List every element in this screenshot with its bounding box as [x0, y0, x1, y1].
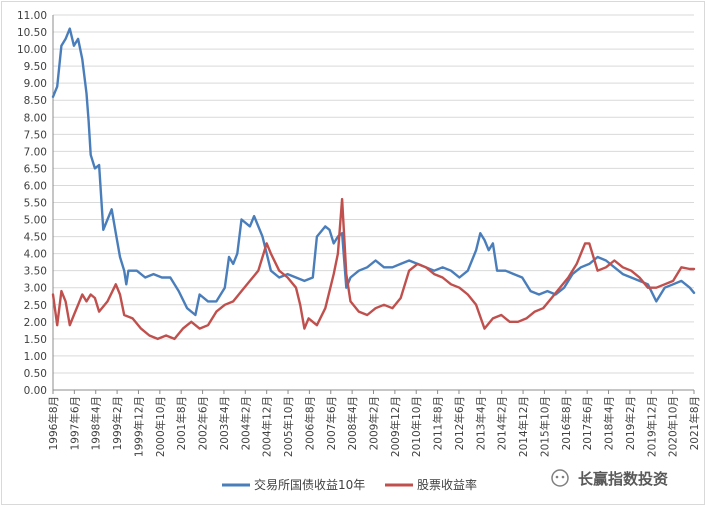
x-tick-label: 2004年12月	[261, 396, 274, 457]
x-tick-label: 1997年6月	[68, 396, 81, 450]
x-axis-ticks: 1996年8月 1997年6月 1998年4月 1999年2月 1999年12月 2000…	[47, 390, 701, 457]
x-tick-label: 2013年4月	[474, 396, 487, 450]
y-tick-label: 0.50	[24, 368, 47, 380]
legend-label: 股票收益率	[417, 477, 477, 492]
y-tick-label: 7.00	[24, 146, 47, 158]
y-tick-label: 6.00	[24, 180, 47, 192]
x-tick-label: 2004年2月	[239, 396, 252, 450]
y-tick-label: 5.50	[24, 198, 47, 210]
x-tick-label: 2014年2月	[496, 396, 509, 450]
y-tick-label: 7.50	[24, 129, 47, 141]
y-tick-label: 9.50	[24, 61, 47, 73]
wechat-icon	[551, 469, 569, 487]
y-tick-label: 2.00	[24, 317, 47, 329]
watermark-text: 长赢指数投资	[578, 470, 668, 488]
x-tick-label: 2015年10月	[538, 396, 551, 457]
x-tick-label: 2002年6月	[197, 396, 210, 450]
y-tick-label: 5.00	[24, 215, 47, 227]
series-line-bond-yield	[51, 27, 696, 317]
x-tick-label: 2008年4月	[346, 396, 359, 450]
x-tick-label: 1996年8月	[47, 396, 60, 450]
y-tick-label: 3.50	[24, 266, 47, 278]
x-tick-label: 2020年10月	[667, 396, 680, 457]
y-tick-label: 10.00	[17, 44, 47, 56]
x-tick-label: 2000年10月	[154, 396, 167, 457]
watermark: 长赢指数投资	[551, 469, 668, 488]
x-tick-label: 1999年2月	[111, 396, 124, 450]
legend: 交易所国债收益10年 股票收益率	[222, 477, 477, 492]
x-tick-label: 2017年6月	[581, 396, 594, 450]
x-tick-label: 2012年6月	[453, 396, 466, 450]
x-tick-label: 2009年2月	[368, 396, 381, 450]
x-tick-label: 2014年12月	[517, 396, 530, 457]
x-tick-label: 2019年2月	[624, 396, 637, 450]
x-tick-label: 1998年4月	[90, 396, 103, 450]
series-line-stock-yield	[51, 197, 696, 341]
y-axis-ticks: 0.00 0.50 1.00 1.50 2.00 2.50 3.00 3.50 4.00 4.50…	[17, 10, 47, 397]
x-tick-label: 2018年4月	[603, 396, 616, 450]
legend-label: 交易所国债收益10年	[254, 477, 365, 492]
x-tick-label: 2006年8月	[303, 396, 316, 450]
series-lines	[51, 27, 696, 341]
x-tick-label: 2003年4月	[218, 396, 231, 450]
y-tick-label: 11.00	[17, 10, 47, 22]
y-tick-label: 4.00	[24, 249, 47, 261]
y-tick-label: 0.00	[24, 385, 47, 397]
x-tick-label: 2009年12月	[389, 396, 402, 457]
x-tick-label: 2019年12月	[645, 396, 658, 457]
y-tick-label: 6.50	[24, 163, 47, 175]
x-tick-label: 2021年8月	[688, 396, 701, 450]
x-tick-label: 1999年12月	[132, 396, 145, 457]
y-tick-label: 1.00	[24, 351, 47, 363]
y-tick-label: 8.00	[24, 112, 47, 124]
y-tick-label: 3.00	[24, 283, 47, 295]
y-tick-label: 1.50	[24, 334, 47, 346]
x-tick-label: 2005年10月	[282, 396, 295, 457]
y-tick-label: 4.50	[24, 232, 47, 244]
y-tick-label: 8.50	[24, 95, 47, 107]
x-tick-label: 2011年8月	[432, 396, 445, 450]
y-tick-label: 2.50	[24, 300, 47, 312]
x-tick-label: 2016年8月	[560, 396, 573, 450]
x-tick-label: 2010年10月	[410, 396, 423, 457]
y-tick-label: 10.50	[17, 27, 47, 39]
x-tick-label: 2007年6月	[325, 396, 338, 450]
x-tick-label: 2001年8月	[175, 396, 188, 450]
y-tick-label: 9.00	[24, 78, 47, 90]
